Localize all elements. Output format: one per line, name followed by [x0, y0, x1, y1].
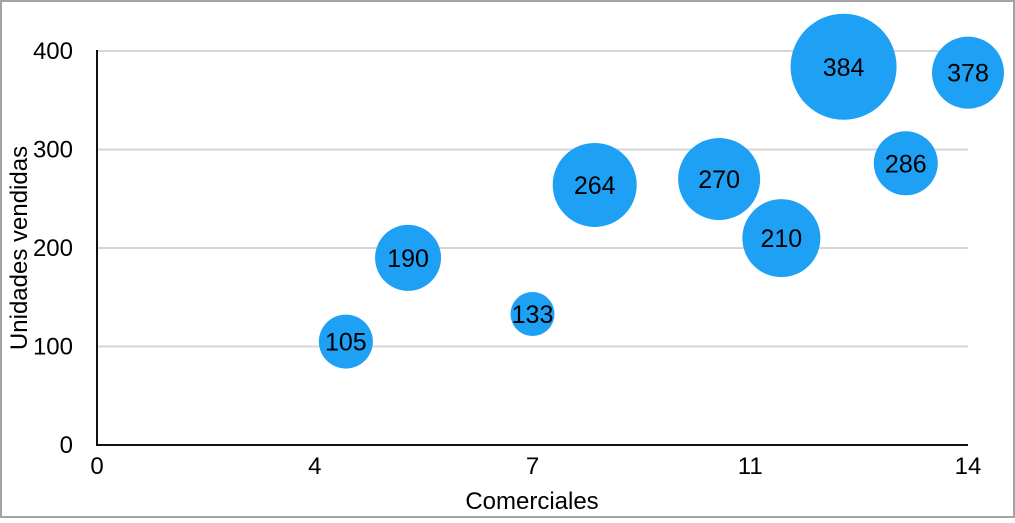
bubble-circle[interactable]: [510, 291, 555, 336]
bubble-384[interactable]: 384: [790, 13, 897, 120]
x-axis-title: Comerciales: [465, 488, 598, 515]
bubble-value-label: 270: [698, 166, 740, 194]
bubble-133[interactable]: 133: [510, 291, 555, 336]
y-tick-label-400: 400: [33, 38, 73, 65]
gridlines: [97, 50, 968, 348]
bubble-circle[interactable]: [873, 131, 938, 196]
bubble-286[interactable]: 286: [873, 131, 938, 196]
bubble-value-label: 264: [574, 172, 616, 200]
y-tick-label-100: 100: [33, 334, 73, 361]
bubble-circle[interactable]: [742, 199, 821, 278]
bubble-value-label: 286: [885, 150, 927, 178]
x-tick-label-0: 0: [90, 453, 103, 480]
x-tick-label-7: 7: [526, 453, 539, 480]
bubble-190[interactable]: 190: [375, 224, 442, 291]
y-tick-label-0: 0: [60, 432, 73, 459]
bubble-210[interactable]: 210: [742, 199, 821, 278]
bubble-value-label: 190: [387, 245, 429, 273]
x-axis-tick-labels: 0 4 7 11 14: [90, 453, 981, 480]
bubble-value-label: 210: [760, 225, 802, 253]
bubble-value-label: 105: [325, 329, 367, 357]
bubble-value-label: 384: [823, 54, 865, 82]
bubble-value-label: 378: [947, 60, 989, 88]
bubble-circle[interactable]: [678, 138, 761, 221]
y-tick-label-300: 300: [33, 137, 73, 164]
bubble-series: 105 190 133 264 270 210 384 286 378: [318, 13, 1004, 369]
bubble-value-label: 133: [512, 301, 554, 329]
bubble-378[interactable]: 378: [932, 36, 1004, 109]
x-tick-label-4: 4: [308, 453, 321, 480]
bubble-270[interactable]: 270: [678, 138, 761, 221]
bubble-264[interactable]: 264: [552, 142, 637, 227]
x-tick-label-11: 11: [738, 453, 763, 480]
y-axis-tick-labels: 0 100 200 300 400: [33, 38, 73, 459]
x-tick-label-14: 14: [955, 453, 982, 480]
bubble-circle[interactable]: [552, 142, 637, 227]
bubble-circle[interactable]: [790, 13, 897, 120]
y-axis-title: Unidades vendidas: [6, 146, 33, 350]
bubble-circle[interactable]: [932, 36, 1004, 109]
bubble-circle[interactable]: [375, 224, 442, 291]
bubble-circle[interactable]: [318, 314, 373, 369]
axes: [96, 50, 968, 446]
bubble-105[interactable]: 105: [318, 314, 373, 369]
y-tick-label-200: 200: [33, 235, 73, 262]
